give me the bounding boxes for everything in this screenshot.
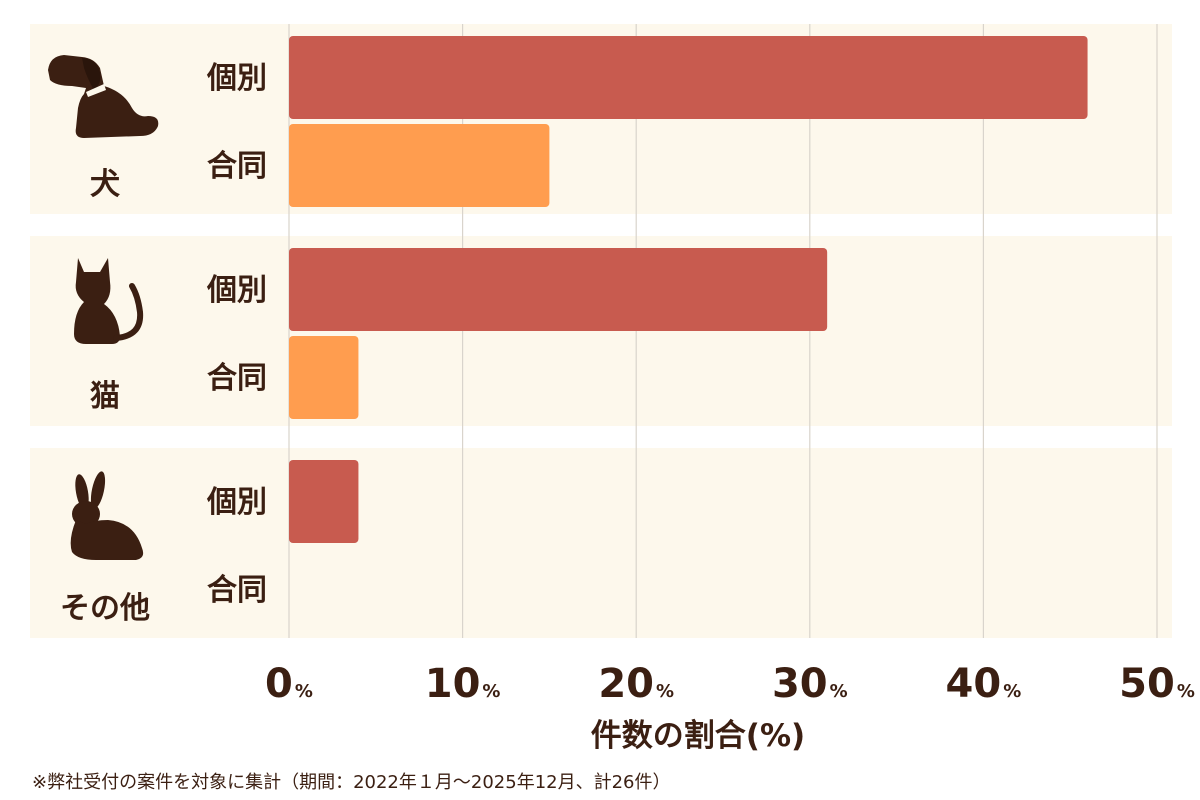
tick-label: 30%: [772, 661, 848, 707]
bar: [289, 460, 359, 543]
group-label: その他: [60, 591, 150, 626]
bar: [289, 248, 828, 331]
dog-icon: [48, 55, 159, 138]
tick-label: 50%: [1119, 661, 1195, 707]
category-label: 合同: [207, 149, 267, 184]
tick-label: 0%: [265, 661, 313, 707]
bar: [289, 36, 1088, 119]
category-label: 個別: [206, 485, 267, 520]
x-axis-label: 件数の割合(%): [591, 718, 805, 754]
group-label: 猫: [90, 379, 120, 414]
bar: [289, 124, 550, 207]
tick-label: 40%: [946, 661, 1022, 707]
group-label: 犬: [90, 167, 120, 202]
category-label: 個別: [206, 61, 267, 96]
tick-label: 20%: [598, 661, 674, 707]
category-label: 個別: [206, 273, 267, 308]
footnote: ※弊社受付の案件を対象に集計（期間：2022年１月〜2025年12月、計26件）: [32, 772, 671, 793]
category-label: 合同: [207, 573, 267, 608]
tick-label: 10%: [425, 661, 501, 707]
category-label: 合同: [207, 361, 267, 396]
group-panel: [30, 448, 1172, 638]
bar: [289, 336, 359, 419]
cat-icon: [74, 258, 144, 344]
rabbit-icon: [70, 471, 144, 560]
